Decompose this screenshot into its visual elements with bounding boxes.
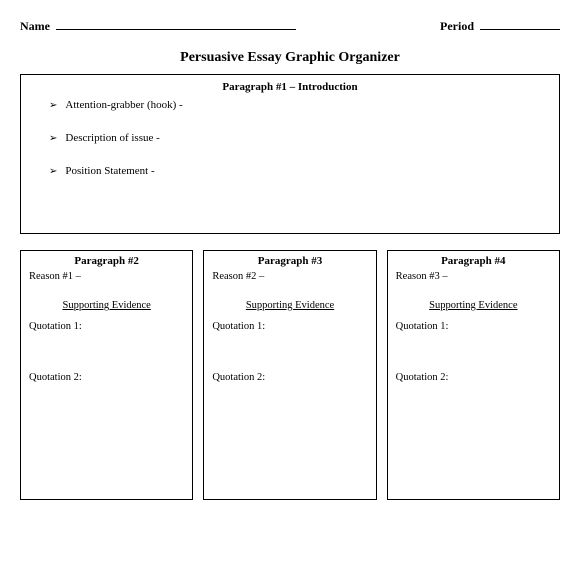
quotation-2: Quotation 2: — [29, 372, 184, 383]
col-heading: Paragraph #4 — [396, 255, 551, 267]
evidence-heading: Supporting Evidence — [29, 300, 184, 311]
period-label: Period — [440, 19, 474, 34]
name-field: Name — [20, 18, 296, 34]
intro-item-text: Position Statement - — [65, 165, 154, 177]
evidence-heading: Supporting Evidence — [212, 300, 367, 311]
intro-item: ➢ Attention-grabber (hook) - — [35, 99, 545, 112]
intro-item-text: Attention-grabber (hook) - — [65, 99, 182, 111]
evidence-heading: Supporting Evidence — [396, 300, 551, 311]
chevron-right-icon: ➢ — [49, 132, 57, 145]
quotation-1: Quotation 1: — [212, 321, 367, 332]
name-blank[interactable] — [56, 18, 296, 30]
reason-text: Reason #3 – — [396, 271, 551, 282]
page-title: Persuasive Essay Graphic Organizer — [20, 50, 560, 66]
header-row: Name Period — [20, 18, 560, 34]
intro-item: ➢ Position Statement - — [35, 165, 545, 178]
col-heading: Paragraph #3 — [212, 255, 367, 267]
quotation-1: Quotation 1: — [29, 321, 184, 332]
quotation-2: Quotation 2: — [396, 372, 551, 383]
col-heading: Paragraph #2 — [29, 255, 184, 267]
quotation-1: Quotation 1: — [396, 321, 551, 332]
quotation-2: Quotation 2: — [212, 372, 367, 383]
paragraph-3-box: Paragraph #3 Reason #2 – Supporting Evid… — [203, 250, 376, 500]
chevron-right-icon: ➢ — [49, 165, 57, 178]
intro-item-text: Description of issue - — [65, 132, 159, 144]
reason-text: Reason #2 – — [212, 271, 367, 282]
intro-item: ➢ Description of issue - — [35, 132, 545, 145]
intro-heading: Paragraph #1 – Introduction — [35, 81, 545, 93]
paragraph-4-box: Paragraph #4 Reason #3 – Supporting Evid… — [387, 250, 560, 500]
period-blank[interactable] — [480, 18, 560, 30]
paragraph-2-box: Paragraph #2 Reason #1 – Supporting Evid… — [20, 250, 193, 500]
chevron-right-icon: ➢ — [49, 99, 57, 112]
name-label: Name — [20, 19, 50, 34]
intro-box: Paragraph #1 – Introduction ➢ Attention-… — [20, 74, 560, 234]
columns-row: Paragraph #2 Reason #1 – Supporting Evid… — [20, 250, 560, 500]
reason-text: Reason #1 – — [29, 271, 184, 282]
period-field: Period — [440, 18, 560, 34]
